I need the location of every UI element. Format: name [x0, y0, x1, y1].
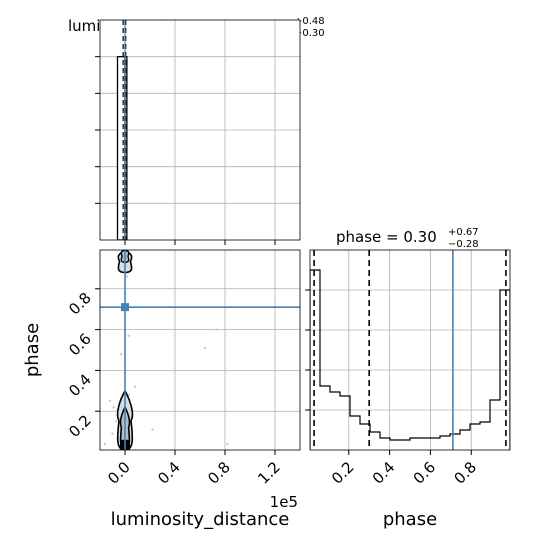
joint-sample-point	[112, 405, 115, 409]
joint-xtick-label: 1.2	[254, 458, 284, 488]
joint-sample-point	[127, 334, 130, 337]
joint-scatter-panel: 0.0 0.4 0.8 1.2 0.2 0.4 0.6 0.8	[65, 249, 301, 488]
phase-title: phase = 0.30	[336, 228, 437, 246]
joint-sample-point	[115, 420, 118, 423]
lumdist-axis-label: luminosity_distance	[111, 509, 290, 530]
lumdist-offset-text: 1e5	[270, 493, 298, 511]
phase-title-lower: −0.28	[448, 239, 479, 250]
joint-sample-point	[226, 442, 229, 446]
phase-title-upper: +0.67	[448, 227, 479, 238]
joint-ytick-label: 0.4	[65, 371, 95, 401]
phase-hist-xtick-label: 0.6	[410, 458, 440, 488]
joint-truth-marker	[121, 303, 129, 312]
lumdist-histogram-panel	[95, 19, 301, 245]
joint-sample-point	[103, 442, 107, 446]
phase-y-axis-label: phase	[22, 323, 43, 377]
joint-sample-point	[151, 428, 154, 431]
joint-sample-point	[125, 275, 129, 278]
phase-histogram-panel: 0.2 0.4 0.6 0.8	[305, 249, 511, 488]
phase-hist-xtick-label: 0.8	[450, 458, 480, 488]
joint-sample-point	[111, 432, 114, 435]
joint-sample-point	[203, 346, 207, 350]
phase-hist-frame	[309, 249, 511, 451]
joint-truth	[100, 250, 300, 450]
lumdist-hist-ticks	[95, 56, 276, 245]
joint-sample-point	[108, 399, 112, 403]
joint-sample-point	[120, 352, 123, 356]
phase-hist-bg	[310, 250, 510, 450]
joint-sample-point	[133, 385, 137, 388]
phase-hist-xtick-label: 0.4	[369, 458, 399, 488]
joint-ytick-label: 0.8	[65, 289, 95, 319]
lumdist-title-upper: +0.48	[294, 16, 325, 27]
lumdist-quantile-lines	[122, 20, 127, 240]
phase-hist-steps	[310, 269, 510, 450]
phase-hist-xtick-label: 0.2	[328, 458, 358, 488]
joint-xtick-label: 0.8	[204, 458, 234, 488]
phase-hist-grid	[310, 250, 510, 450]
joint-frame	[99, 249, 301, 451]
joint-ytick-label: 0.2	[65, 411, 95, 441]
lumdist-title-lower: −0.30	[294, 28, 325, 39]
joint-ytick-label: 0.6	[65, 330, 95, 360]
phase-hist-step	[310, 269, 510, 450]
phase-quantile-lines	[313, 250, 507, 450]
joint-bg	[100, 250, 300, 450]
joint-sample-point	[215, 328, 218, 331]
phase-x-axis-label: phase	[383, 509, 437, 530]
joint-xtick-label: 0.4	[154, 458, 184, 488]
lumdist-hist-frame	[99, 19, 301, 241]
joint-xtick-label: 0.0	[104, 458, 134, 488]
lumdist-hist-bar	[116, 56, 126, 240]
